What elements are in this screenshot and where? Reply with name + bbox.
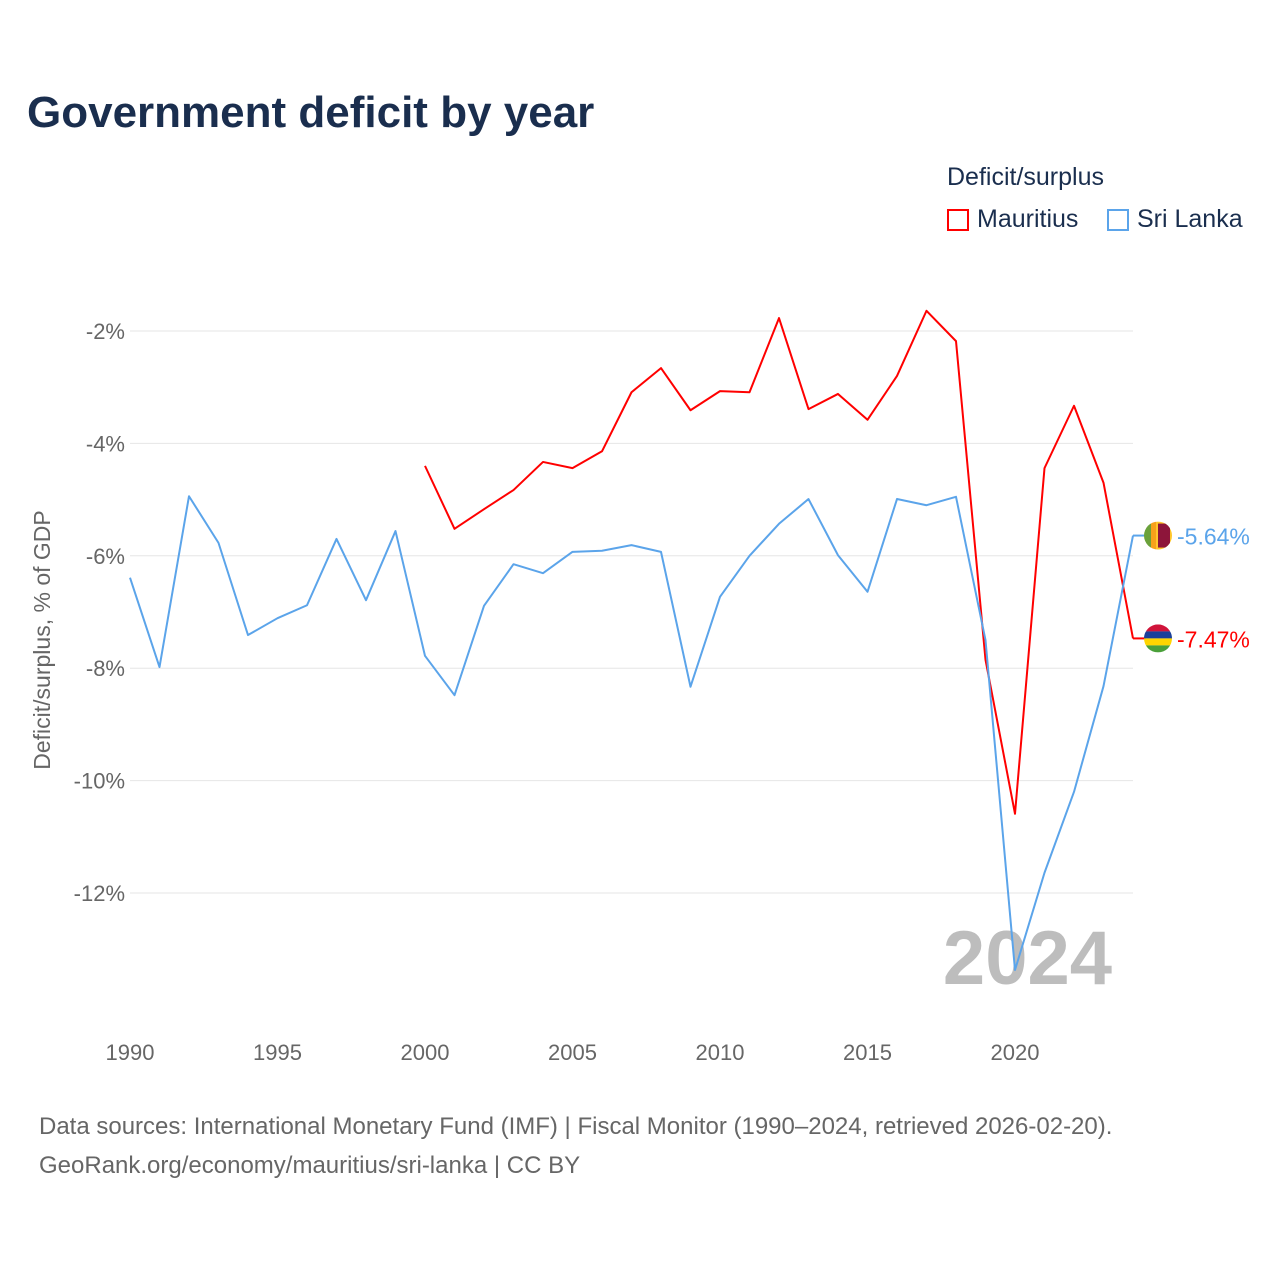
legend-item-mauritius[interactable]: Mauritius bbox=[947, 205, 1078, 234]
series-line-mauritius bbox=[424, 309, 1134, 815]
legend-label: Mauritius bbox=[977, 205, 1079, 233]
legend-swatch-mauritius bbox=[947, 208, 969, 231]
legend-title: Deficit/surplus bbox=[947, 163, 1104, 191]
footer: Data sources: International Monetary Fun… bbox=[39, 1107, 1112, 1185]
y-tick-label: -6% bbox=[86, 544, 125, 569]
y-tick-label: -2% bbox=[86, 319, 125, 344]
x-tick-label: 2000 bbox=[401, 1040, 450, 1065]
end-value-label: -5.64% bbox=[1177, 524, 1250, 550]
end-value-label: -7.47% bbox=[1177, 626, 1250, 652]
x-tick-label: 2010 bbox=[696, 1040, 745, 1065]
x-tick-label: 1995 bbox=[253, 1040, 302, 1065]
legend-item-sri-lanka[interactable]: Sri Lanka bbox=[1107, 205, 1243, 234]
chart-title: Government deficit by year bbox=[27, 88, 595, 137]
y-tick-label: -4% bbox=[86, 431, 125, 456]
mauritius-flag-icon bbox=[1144, 624, 1172, 653]
y-tick-label: -8% bbox=[86, 656, 125, 681]
data-source-text: Data sources: International Monetary Fun… bbox=[39, 1113, 1113, 1140]
x-tick-label: 2005 bbox=[548, 1040, 597, 1065]
sri-lanka-flag-icon bbox=[1144, 521, 1172, 550]
y-tick-label: -12% bbox=[74, 881, 125, 906]
x-tick-label: 2015 bbox=[843, 1040, 892, 1065]
legend-swatch-sri-lanka bbox=[1107, 208, 1129, 231]
y-tick-label: -10% bbox=[74, 769, 125, 794]
legend-label: Sri Lanka bbox=[1137, 205, 1243, 233]
y-axis-label: Deficit/surplus, % of GDP bbox=[29, 510, 55, 769]
attribution-text: GeoRank.org/economy/mauritius/sri-lanka … bbox=[39, 1152, 581, 1179]
x-tick-label: 2020 bbox=[991, 1040, 1040, 1065]
x-tick-label: 1990 bbox=[106, 1040, 155, 1065]
series-line-sri-lanka bbox=[129, 495, 1134, 971]
